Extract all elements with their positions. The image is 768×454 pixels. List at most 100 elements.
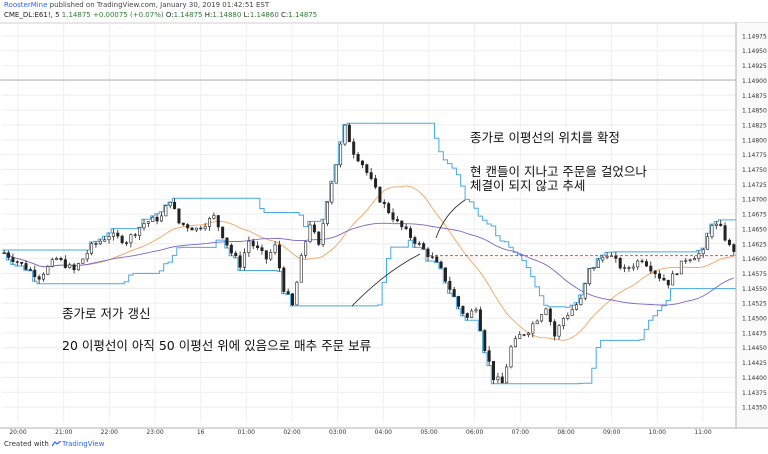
candle-up	[330, 182, 334, 203]
candle-down	[448, 280, 452, 290]
candle-up	[474, 309, 478, 312]
y-tick-label: 1.14575	[742, 271, 767, 278]
candle-down	[360, 160, 364, 166]
candle-down	[2, 252, 6, 254]
y-tick-label: 1.14700	[742, 197, 767, 204]
candle-down	[277, 244, 281, 269]
candle-down	[492, 361, 496, 381]
x-tick-label: 07:00	[512, 429, 529, 436]
candle-up	[531, 323, 535, 334]
candle-down	[317, 231, 321, 245]
close-value: 1.14875	[288, 11, 318, 19]
candle-up	[679, 260, 683, 275]
y-tick-label: 1.14350	[742, 405, 767, 412]
y-tick-label: 1.14500	[742, 316, 767, 323]
candle-down	[653, 270, 657, 275]
candle-down	[675, 273, 679, 275]
symbol-label[interactable]: CME_DL:E61!, 5	[4, 11, 60, 19]
x-tick-label: 09:00	[603, 429, 620, 436]
candle-up	[247, 240, 251, 254]
candle-up	[81, 258, 85, 264]
y-tick-label: 1.14625	[742, 241, 767, 248]
candle-down	[365, 164, 369, 173]
annotation-connector	[351, 253, 421, 307]
candle-up	[583, 283, 587, 299]
candle-down	[732, 244, 736, 252]
candle-down	[662, 278, 666, 281]
x-tick-label: 01:00	[238, 429, 255, 436]
candle-down	[347, 124, 351, 143]
candle-down	[522, 334, 526, 336]
high-label: H:	[204, 11, 213, 19]
time-axis[interactable]: 20:00 21:00 22:00 23:00 16 01:00 02:00 03:00 04:…	[0, 427, 768, 436]
y-tick-label: 1.14400	[742, 375, 767, 382]
candle-up	[592, 267, 596, 269]
candle-down	[723, 225, 727, 241]
candle-down	[439, 261, 443, 269]
candle-down	[422, 243, 426, 250]
ohlc-legend: CME_DL:E61!, 5 1.14875 +0.00075 (+0.07%)…	[4, 11, 317, 19]
candle-up	[561, 317, 565, 327]
candle-down	[430, 256, 434, 258]
annotation-connector	[435, 199, 466, 239]
candle-up	[509, 346, 513, 368]
candle-down	[640, 260, 644, 263]
candle-up	[343, 124, 347, 145]
candle-down	[426, 248, 430, 258]
y-tick-label: 1.14675	[742, 212, 767, 219]
candle-down	[719, 223, 723, 226]
candle-up	[688, 259, 692, 261]
candle-down	[356, 154, 360, 162]
annotation-text: 종가로 이평선의 위치를 확정	[470, 130, 620, 145]
candle-down	[28, 269, 32, 271]
candle-down	[291, 293, 295, 306]
x-tick-label: 04:00	[375, 429, 392, 436]
candle-down	[94, 243, 98, 245]
candle-down	[478, 309, 482, 331]
candle-down	[282, 267, 286, 292]
candle-down	[216, 215, 220, 228]
candle-up	[103, 239, 107, 242]
last-value: 1.14875	[61, 11, 91, 19]
candle-down	[260, 247, 264, 251]
candle-up	[588, 268, 592, 285]
candle-down	[627, 267, 631, 269]
candle-up	[334, 164, 338, 184]
candle-up	[684, 260, 688, 262]
candle-down	[400, 220, 404, 228]
low-label: L:	[243, 11, 250, 19]
candle-up	[570, 309, 574, 316]
annotation-text: 현 캔들이 지나고 주문을 걸었으나	[470, 164, 647, 179]
open-label: O:	[165, 11, 174, 19]
candle-up	[601, 256, 605, 261]
chart-grid	[2, 24, 736, 422]
y-tick-label: 1.14875	[742, 93, 767, 100]
candle-up	[50, 259, 54, 267]
open-value: 1.14875	[173, 11, 203, 19]
candle-up	[85, 253, 89, 260]
candle-up	[692, 258, 696, 261]
candle-up	[575, 304, 579, 310]
ma20-line	[3, 185, 734, 341]
tradingview-link[interactable]: TradingView	[62, 440, 105, 448]
annotation-text: 종가로 저가 갱신	[62, 306, 150, 321]
candle-down	[190, 227, 194, 231]
y-tick-label: 1.14825	[742, 122, 767, 129]
x-tick-label: 10:00	[649, 429, 666, 436]
candle-up	[208, 218, 212, 227]
candle-up	[203, 226, 207, 230]
candle-down	[177, 208, 181, 224]
candle-up	[295, 281, 299, 306]
x-tick-label: 06:00	[466, 429, 483, 436]
candle-down	[120, 235, 124, 244]
candle-up	[636, 260, 640, 268]
candlestick-series	[2, 123, 736, 384]
price-axis[interactable]: 1.14975 1.14950 1.14925 1.14900 1.14875 1.148…	[735, 23, 768, 428]
candle-down	[452, 289, 456, 297]
candle-up	[194, 227, 198, 231]
candle-down	[238, 255, 242, 268]
candle-up	[505, 366, 509, 384]
candle-down	[369, 172, 373, 179]
publisher-name[interactable]: RoosterMine	[4, 1, 48, 9]
